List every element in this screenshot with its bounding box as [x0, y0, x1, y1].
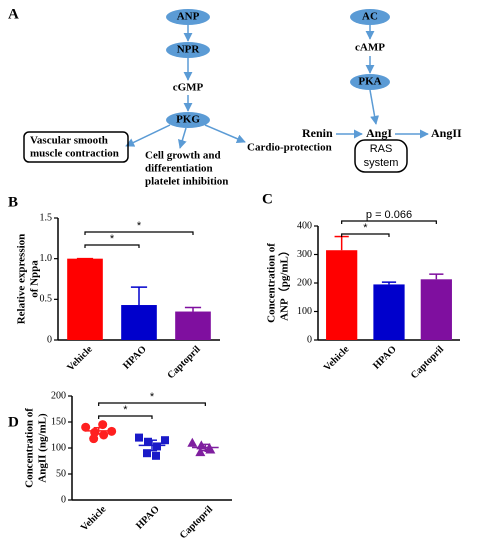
significance-bracket — [84, 231, 194, 235]
x-tick-label: Vehicle — [65, 344, 95, 374]
x-tick-label: Vehicle — [79, 504, 109, 534]
box-text: muscle contraction — [30, 148, 119, 160]
text: platelet inhibition — [145, 176, 228, 188]
arrow — [178, 127, 187, 149]
box-text: RAS — [370, 143, 393, 155]
point — [195, 447, 206, 457]
point — [143, 449, 151, 458]
bar — [121, 305, 157, 340]
y-axis-label: of Nppa — [29, 260, 41, 298]
y-tick-label: 50 — [56, 468, 66, 479]
significance-label: * — [123, 404, 128, 416]
significance-bracket — [341, 233, 390, 237]
box — [23, 131, 129, 163]
bar — [373, 284, 405, 340]
significance-bracket — [341, 220, 437, 224]
y-tick-label: 0.5 — [40, 294, 53, 305]
y-tick-label: 0 — [47, 334, 52, 345]
y-tick-label: 100 — [297, 306, 312, 317]
node-shape — [166, 9, 210, 25]
arrow — [125, 124, 171, 147]
text: Cardio-protection — [247, 142, 332, 154]
chart: B Relative expression of Nppa 0 0.5 1.0 1.5 Veh… — [8, 194, 220, 381]
point — [144, 437, 152, 446]
node-label: AngI — [366, 126, 392, 140]
significance-bracket — [98, 402, 206, 406]
point — [152, 451, 160, 460]
y-axis-label: Concentration of — [24, 408, 36, 488]
node-label: AngII — [431, 126, 462, 140]
arrow — [204, 124, 246, 143]
x-tick-label: HPAO — [134, 504, 162, 532]
node-label: PKG — [176, 114, 200, 126]
y-tick-label: 400 — [297, 220, 312, 231]
y-axis-label: Concentration of — [266, 243, 278, 323]
y-tick-label: 100 — [51, 442, 66, 453]
bar — [326, 250, 358, 340]
bar — [67, 258, 103, 340]
x-tick-label: HPAO — [371, 344, 399, 372]
point — [153, 442, 161, 451]
y-tick-label: 200 — [297, 277, 312, 288]
significance-label: * — [137, 220, 142, 232]
node-shape — [350, 74, 390, 90]
significance-label: * — [110, 233, 115, 245]
y-axis-label: ANP（pg/mL） — [278, 245, 291, 321]
y-axis-label: Relative expression — [16, 234, 28, 325]
box — [354, 139, 408, 173]
y-axis-label: AngII (ng/mL) — [37, 413, 49, 483]
point — [98, 420, 108, 430]
y-tick-label: 300 — [297, 249, 312, 260]
text: differentiation — [145, 163, 213, 175]
node-shape — [350, 9, 390, 25]
x-tick-label: Captopril — [166, 344, 203, 381]
y-tick-label: 0 — [307, 334, 312, 345]
box-text: Vascular smooth — [30, 135, 108, 147]
node-label: PKA — [358, 76, 381, 88]
point — [81, 422, 91, 432]
panel-label: B — [8, 194, 18, 210]
node-label: cAMP — [355, 42, 385, 54]
node-label: NPR — [177, 44, 201, 56]
node-label: Renin — [302, 126, 333, 140]
bar — [420, 279, 452, 340]
box-text: system — [364, 157, 399, 169]
x-tick-label: Captopril — [409, 344, 446, 381]
diagram: A ANP NPR cGMP PKG AC cAMP PKA Renin Ang… — [8, 6, 462, 187]
significance-label: * — [150, 391, 155, 403]
panel-label: C — [262, 191, 273, 207]
y-tick-label: 0 — [61, 494, 66, 505]
chart: C Concentration of ANP（pg/mL） 0 100 200 300 400… — [262, 191, 460, 381]
point — [99, 430, 109, 440]
y-tick-label: 1.0 — [40, 253, 53, 264]
x-tick-label: Vehicle — [322, 344, 352, 374]
bar — [175, 311, 211, 340]
x-tick-label: HPAO — [121, 344, 149, 372]
panel-label: A — [8, 6, 19, 22]
point — [161, 436, 169, 445]
point — [89, 434, 99, 444]
significance-bracket — [84, 244, 140, 248]
panel-label: D — [8, 414, 19, 430]
node-shape — [166, 42, 210, 58]
node-label: AC — [362, 11, 378, 23]
chart: D Concentration of AngII (ng/mL) 0 50 100 150 2… — [8, 390, 232, 541]
y-tick-label: 200 — [51, 390, 66, 401]
point — [187, 437, 198, 447]
significance-bracket — [98, 415, 153, 419]
y-tick-label: 1.5 — [40, 212, 53, 223]
arrow — [369, 89, 380, 125]
y-tick-label: 150 — [51, 416, 66, 427]
text: Cell growth and — [145, 150, 221, 162]
x-tick-label: Captopril — [178, 504, 215, 541]
significance-label: * — [363, 222, 368, 234]
node-label: ANP — [177, 11, 200, 23]
node-shape — [166, 112, 210, 128]
point — [135, 433, 143, 442]
node-label: cGMP — [173, 82, 204, 94]
significance-label: p = 0.066 — [366, 209, 412, 221]
